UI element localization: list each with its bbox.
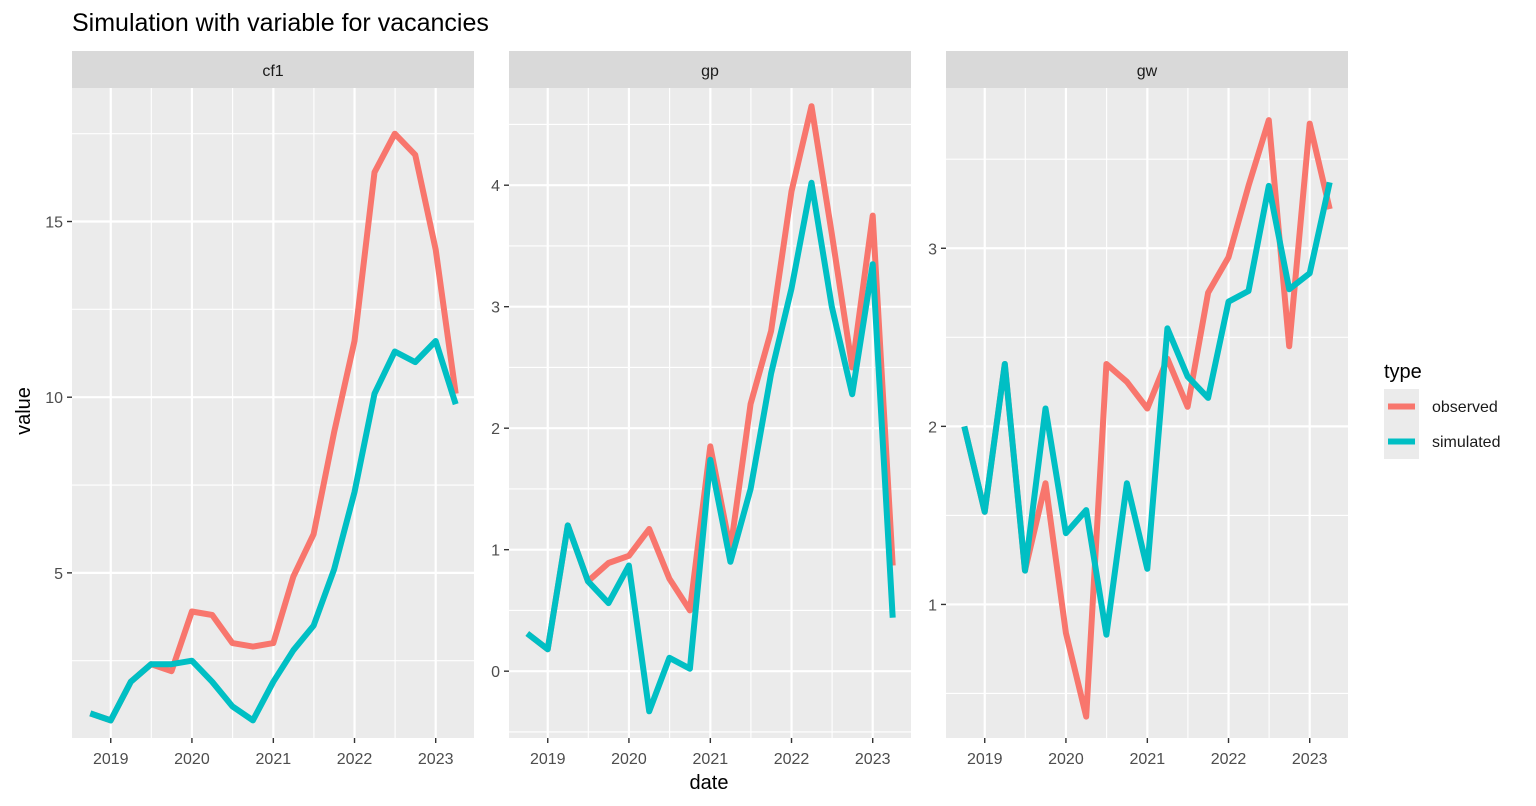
y-tick-label: 0 — [491, 664, 500, 681]
x-tick-label: 2020 — [611, 751, 647, 768]
facet-panel-gp: gp 2019 2020 2021 2022 2023 0 1 2 3 4 — [491, 51, 911, 768]
facet-strip — [509, 51, 911, 88]
x-tick-label: 2019 — [530, 751, 566, 768]
x-tick-label: 2022 — [337, 751, 373, 768]
x-tick-label: 2021 — [256, 751, 292, 768]
x-tick-label: 2019 — [967, 751, 1003, 768]
y-tick-label: 10 — [45, 390, 63, 407]
facet-strip-label: gw — [1137, 63, 1158, 80]
series-line-simulated — [961, 181, 1333, 638]
x-axis-title: date — [690, 772, 729, 794]
x-tick-label: 2020 — [174, 751, 210, 768]
facet-strip — [72, 51, 474, 88]
x-tick-label: 2020 — [1048, 751, 1084, 768]
x-tick-label: 2021 — [693, 751, 729, 768]
facet-strip — [946, 51, 1348, 88]
x-tick-label: 2023 — [1292, 751, 1328, 768]
legend-label-observed: observed — [1432, 399, 1498, 416]
y-tick-label: 1 — [928, 597, 937, 614]
chart-title: Simulation with variable for vacancies — [72, 9, 489, 37]
y-tick-label: 3 — [928, 241, 937, 258]
series-line-simulated — [525, 179, 896, 715]
series-line-simulated — [89, 338, 459, 724]
x-tick-label: 2023 — [418, 751, 454, 768]
x-tick-label: 2022 — [1211, 751, 1247, 768]
y-tick-label: 15 — [45, 215, 63, 232]
y-axis-title: value — [13, 387, 35, 435]
x-tick-label: 2019 — [93, 751, 129, 768]
facet-strip-label: cf1 — [262, 63, 283, 80]
y-tick-label: 1 — [491, 543, 500, 560]
y-tick-label: 3 — [491, 300, 500, 317]
y-tick-label: 2 — [491, 421, 500, 438]
facet-panel-cf1: cf1 2019 2020 2021 2022 2023 5 10 15 — [45, 51, 474, 768]
legend: type observed simulated — [1384, 361, 1500, 459]
x-tick-label: 2021 — [1130, 751, 1166, 768]
facet-strip-label: gp — [701, 63, 719, 80]
y-tick-label: 5 — [54, 566, 63, 583]
facet-panel-gw: gw 2019 2020 2021 2022 2023 1 2 3 — [928, 51, 1348, 768]
x-tick-label: 2022 — [774, 751, 810, 768]
y-tick-label: 2 — [928, 419, 937, 436]
legend-label-simulated: simulated — [1432, 434, 1500, 451]
y-tick-label: 4 — [491, 178, 500, 195]
x-tick-label: 2023 — [855, 751, 891, 768]
legend-title: type — [1384, 361, 1422, 383]
